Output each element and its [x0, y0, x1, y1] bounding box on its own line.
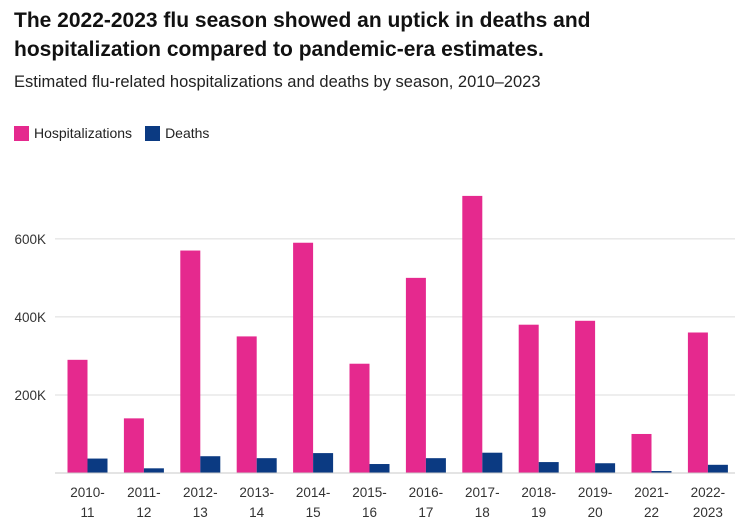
x-tick-label: 2012-13 — [183, 485, 218, 520]
legend-label-deaths: Deaths — [165, 125, 210, 141]
bar-hospitalizations — [687, 332, 708, 473]
bar-deaths — [538, 462, 559, 473]
bar-deaths — [482, 452, 503, 473]
y-tick-label: 200K — [14, 388, 46, 403]
x-tick-label: 2017-18 — [465, 485, 500, 520]
bar-deaths — [256, 458, 277, 473]
bar-hospitalizations — [462, 195, 483, 473]
bar-deaths — [143, 468, 164, 473]
y-tick-label: 600K — [14, 232, 46, 247]
legend-item-deaths: Deaths — [145, 124, 209, 142]
x-tick-label: 2016-17 — [409, 485, 444, 520]
bar-hospitalizations — [631, 433, 652, 473]
x-tick-label: 2015-16 — [352, 485, 387, 520]
x-tick-label: 2019-20 — [578, 485, 613, 520]
bar-deaths — [595, 463, 616, 473]
x-tick-label: 2010-11 — [70, 485, 105, 520]
bar-deaths — [425, 458, 446, 473]
bar-hospitalizations — [67, 359, 88, 473]
legend-swatch-deaths — [145, 125, 161, 141]
bar-hospitalizations — [293, 242, 314, 473]
x-tick-label: 2013-14 — [239, 485, 274, 520]
bar-hospitalizations — [236, 336, 257, 473]
chart-title: The 2022-2023 flu season showed an uptic… — [14, 9, 591, 61]
bar-hospitalizations — [405, 277, 426, 473]
legend-swatch-hospitalizations — [14, 125, 29, 141]
bar-hospitalizations — [180, 250, 201, 473]
x-tick-label: 2018-19 — [521, 485, 556, 520]
bar-hospitalizations — [349, 363, 370, 473]
y-tick-label: 400K — [14, 310, 46, 325]
bar-deaths — [369, 464, 390, 473]
x-tick-label: 2021-22 — [634, 485, 669, 520]
x-tick-label: 2022-2023 — [691, 485, 726, 520]
bar-hospitalizations — [123, 418, 144, 473]
legend-label-hospitalizations: Hospitalizations — [34, 125, 133, 141]
bar-deaths — [707, 464, 728, 473]
bar-deaths — [87, 458, 108, 473]
x-tick-label: 2011-12 — [127, 485, 161, 520]
bar-hospitalizations — [518, 324, 539, 473]
legend-item-hospitalizations: Hospitalizations — [14, 124, 132, 142]
x-tick-label: 2014-15 — [296, 485, 331, 520]
bar-hospitalizations — [575, 320, 596, 473]
bar-deaths — [651, 471, 672, 473]
bar-deaths — [313, 453, 334, 473]
bar-deaths — [200, 456, 221, 473]
chart-subtitle: Estimated flu-related hospitalizations a… — [14, 73, 541, 91]
chart-legend: Hospitalizations Deaths — [14, 124, 222, 142]
